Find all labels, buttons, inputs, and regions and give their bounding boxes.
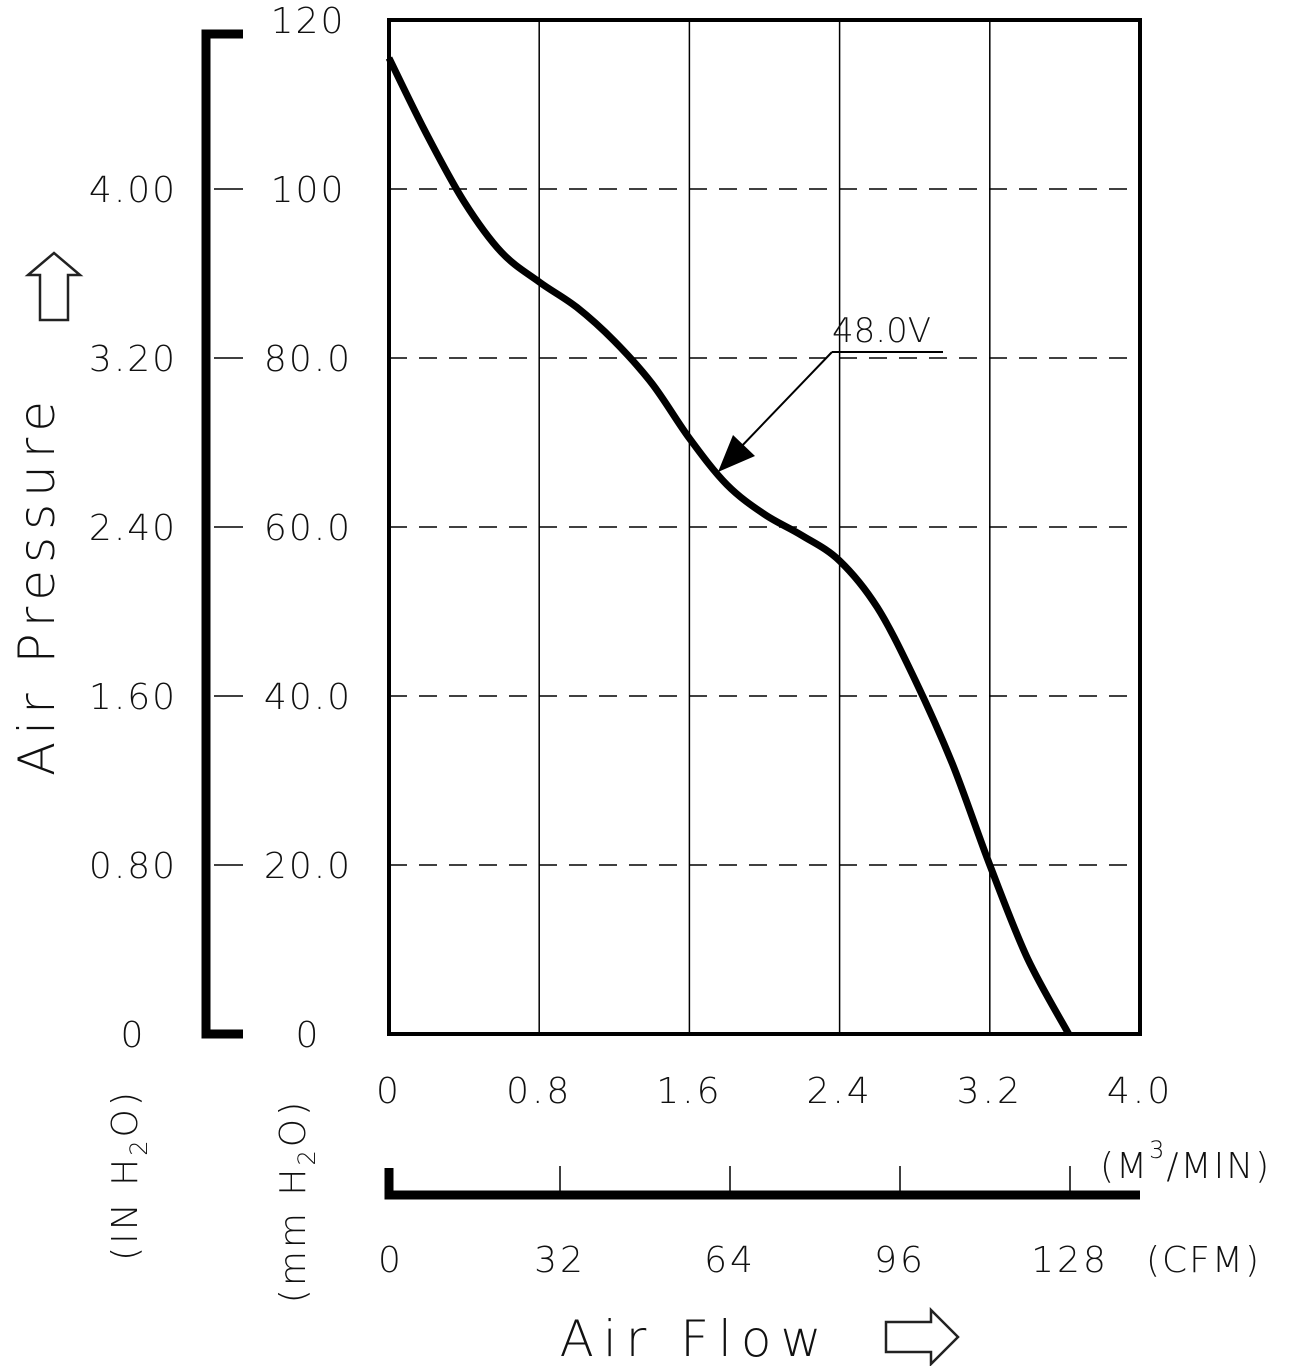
y-primary-unit-part-b: O) — [273, 1099, 314, 1147]
x-axis-title-text: Air Flow — [560, 1310, 831, 1366]
x-secondary-tick-label: 96 — [874, 1240, 926, 1281]
y-primary-unit-sub: 2 — [293, 1147, 321, 1165]
grid-lines — [389, 20, 1140, 1034]
annotation-leader — [737, 351, 833, 451]
right-arrow-icon — [884, 1306, 960, 1366]
y-primary-tick-label: 0 — [296, 1015, 321, 1056]
y-axis-title-text: Air Pressure — [8, 394, 66, 776]
x-secondary-tick-label: 128 — [1031, 1240, 1109, 1281]
y-secondary-unit: (IN H2O) — [105, 1089, 153, 1261]
y-axis-bracket — [201, 29, 243, 1039]
x-primary-tick-label: 4.0 — [1107, 1071, 1173, 1112]
x-primary-tick-label: 0.8 — [506, 1071, 572, 1112]
y-primary-tick-label: 60.0 — [264, 508, 352, 549]
series-label-48v: 48.0V — [832, 311, 931, 351]
y-secondary-tick-label: 2.40 — [89, 508, 177, 549]
y-secondary-tick-label: 4.00 — [89, 170, 177, 211]
y-secondary-tick-label: 1.60 — [89, 677, 177, 718]
y-secondary-tick-label: 0.80 — [89, 846, 177, 887]
y-secondary-unit-part-b: O) — [105, 1089, 146, 1137]
x-primary-tick-label: 0 — [376, 1071, 402, 1112]
y-primary-tick-label: 80.0 — [264, 339, 352, 380]
svg-text:(mm H2O): (mm H2O) — [273, 1099, 321, 1303]
y-primary-unit: (mm H2O) — [273, 1099, 321, 1303]
x-axis-title: Air Flow — [560, 1306, 960, 1366]
y-axis-title: Air Pressure — [8, 251, 84, 776]
x-primary-unit: (M3/MIN) — [1100, 1136, 1271, 1187]
x-primary-tick-label: 3.2 — [957, 1071, 1023, 1112]
series-annotation: 48.0V — [718, 311, 943, 472]
x-primary-unit-sup: 3 — [1149, 1136, 1166, 1164]
x-axis-bracket — [384, 1168, 1140, 1200]
x-primary-unit-part-a: (M — [1100, 1146, 1149, 1187]
x-primary-tick-label: 2.4 — [806, 1071, 872, 1112]
y-secondary-unit-sub: 2 — [125, 1138, 153, 1156]
y-secondary-tick-label: 0 — [121, 1015, 146, 1056]
x-primary-unit-part-b: /MIN) — [1166, 1146, 1271, 1187]
svg-text:(IN H2O): (IN H2O) — [105, 1089, 153, 1261]
x-secondary-tick-label: 32 — [534, 1240, 586, 1281]
y-secondary-unit-part-a: (IN H — [105, 1156, 146, 1261]
annotation-arrowhead — [718, 435, 755, 472]
x-secondary-unit: (CFM) — [1146, 1240, 1261, 1281]
x-secondary-tick-label: 64 — [704, 1240, 756, 1281]
y-axis-ticks: 0 20.0 40.0 60.0 80.0 100 120 0 0.80 1.60 2.40 3.20… — [89, 1, 352, 1056]
y-primary-tick-label: 20.0 — [264, 846, 352, 887]
x-secondary-tick-label: 0 — [378, 1240, 404, 1281]
y-secondary-tick-label: 3.20 — [89, 339, 177, 380]
x-primary-tick-label: 1.6 — [656, 1071, 722, 1112]
y-primary-tick-label: 40.0 — [264, 677, 352, 718]
y-primary-unit-part-a: (mm H — [273, 1165, 314, 1303]
y-primary-tick-label: 100 — [271, 170, 346, 211]
series-layer — [385, 56, 1072, 1036]
series-line-48v — [385, 56, 1072, 1036]
x-axis-ticks: 0 0.8 1.6 2.4 3.2 4.0 0 32 64 96 128 — [376, 1071, 1173, 1281]
y-primary-tick-label: 120 — [271, 1, 346, 42]
up-arrow-icon — [24, 251, 84, 322]
plot-frame — [387, 18, 1142, 1036]
